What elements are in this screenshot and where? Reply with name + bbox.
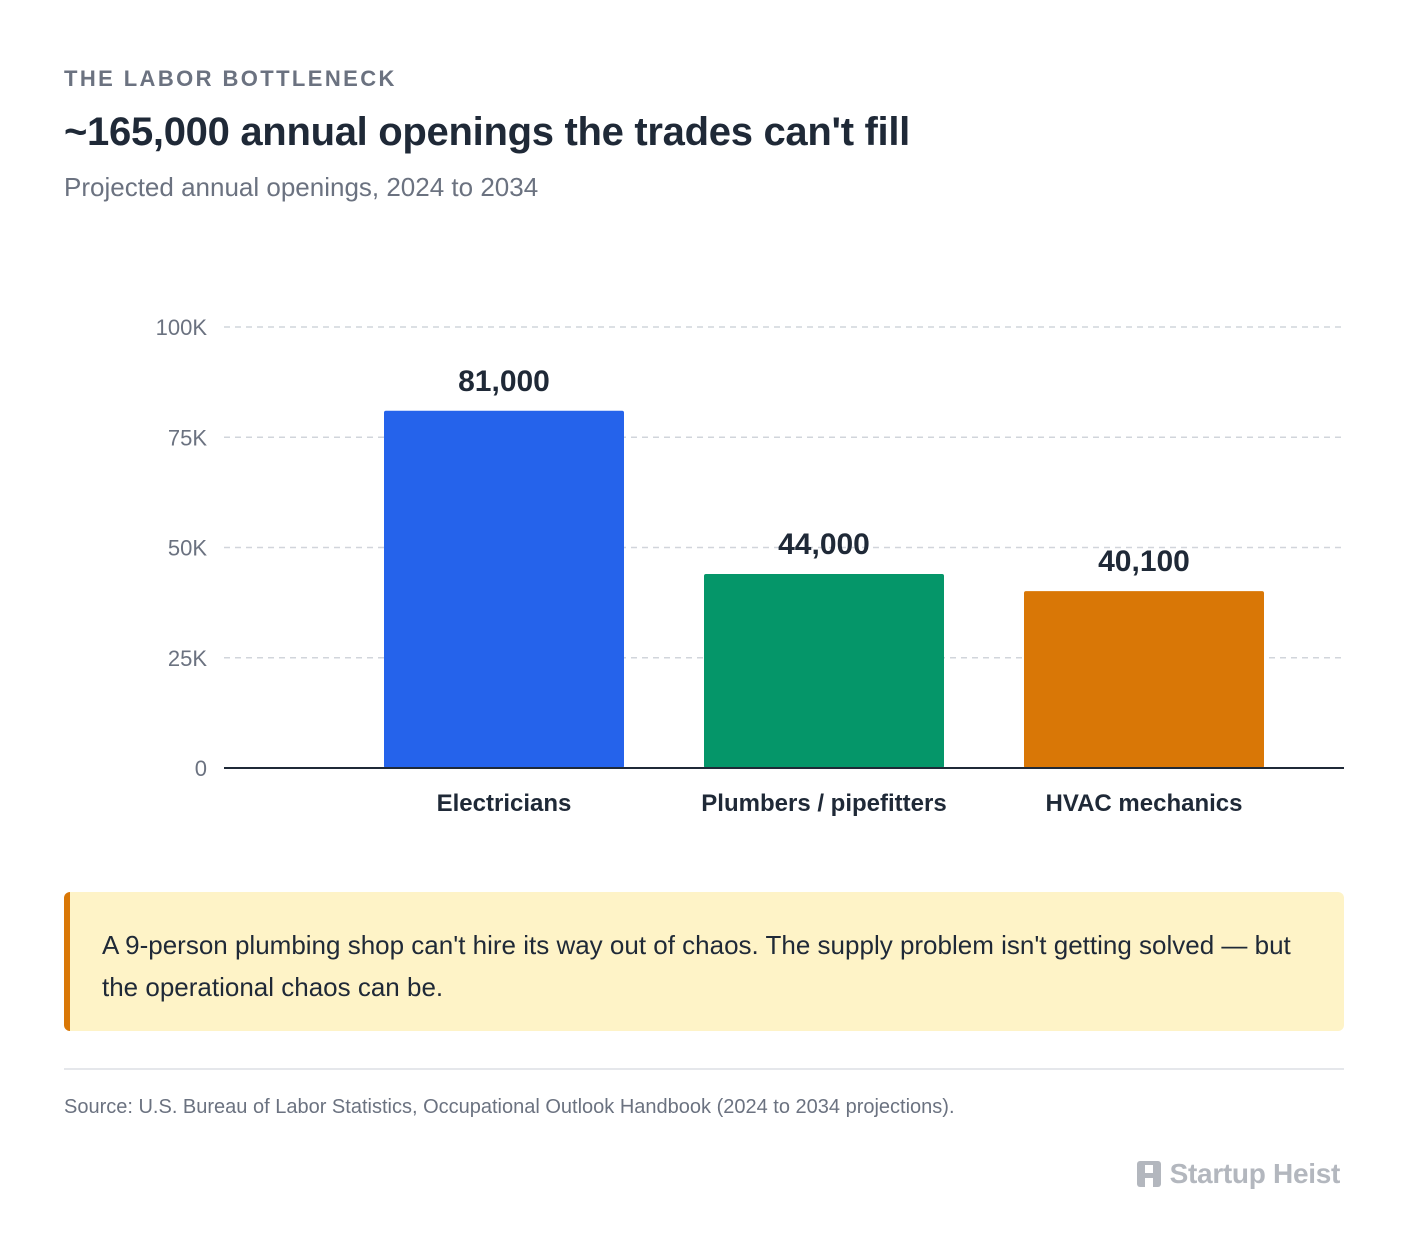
callout-box: A 9-person plumbing shop can't hire its … bbox=[64, 892, 1344, 1031]
y-tick-label: 25K bbox=[168, 646, 207, 671]
bar-chart: 0 25K 50K 75K 100K 81,000 Electricians 44,000 Pl… bbox=[156, 315, 1344, 817]
x-tick-label: Plumbers / pipefitters bbox=[701, 790, 946, 817]
bar-value-label: 81,000 bbox=[458, 365, 550, 398]
bar bbox=[704, 573, 944, 768]
brand-logo: Startup Heist bbox=[1136, 1158, 1340, 1190]
bar-value-label: 40,100 bbox=[1098, 545, 1190, 578]
bar-value-label: 44,000 bbox=[778, 528, 870, 561]
y-tick-label: 0 bbox=[195, 756, 207, 781]
chart-subtitle: Projected annual openings, 2024 to 2034 bbox=[64, 172, 539, 202]
brand-name: Startup Heist bbox=[1169, 1158, 1341, 1189]
building-icon bbox=[1136, 1161, 1161, 1187]
y-tick-label: 100K bbox=[156, 315, 208, 340]
footer-divider bbox=[64, 1068, 1344, 1070]
bar bbox=[384, 410, 624, 768]
bar bbox=[1024, 591, 1264, 768]
chart-title: ~165,000 annual openings the trades can'… bbox=[64, 110, 910, 154]
y-tick-label: 50K bbox=[168, 536, 207, 561]
chart-eyebrow: THE LABOR BOTTLENECK bbox=[64, 66, 397, 91]
x-tick-label: HVAC mechanics bbox=[1046, 790, 1243, 817]
x-tick-label: Electricians bbox=[437, 790, 572, 817]
source-note: Source: U.S. Bureau of Labor Statistics,… bbox=[64, 1096, 955, 1118]
y-tick-label: 75K bbox=[168, 425, 207, 450]
callout-text: A 9-person plumbing shop can't hire its … bbox=[102, 930, 1291, 1002]
